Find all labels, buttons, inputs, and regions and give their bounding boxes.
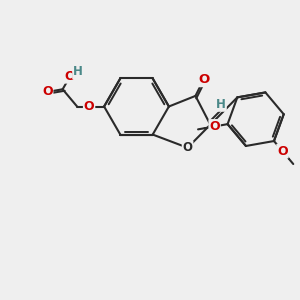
Text: H: H xyxy=(73,65,83,78)
Text: O: O xyxy=(183,141,193,154)
Text: O: O xyxy=(209,120,220,133)
Text: O: O xyxy=(277,145,288,158)
Text: O: O xyxy=(42,85,52,98)
Text: O: O xyxy=(198,73,209,86)
Text: O: O xyxy=(65,70,75,83)
Text: O: O xyxy=(84,100,94,113)
Text: H: H xyxy=(216,98,226,111)
